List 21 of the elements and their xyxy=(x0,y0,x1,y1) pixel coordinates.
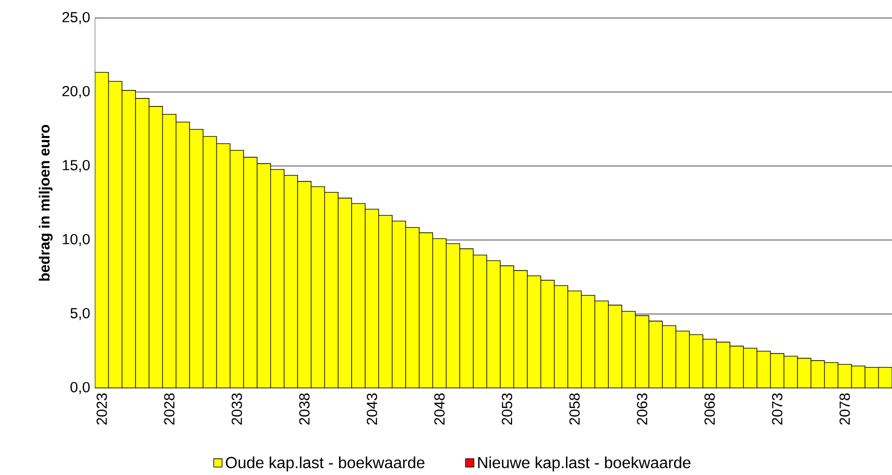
x-tick-label: 2038 xyxy=(299,393,310,425)
legend-label: Oude kap.last - boekwaarde xyxy=(226,456,424,472)
y-tick-label: 0,0 xyxy=(70,382,90,394)
x-tick-label: 2028 xyxy=(164,393,174,425)
y-tick-label: 15,0 xyxy=(62,160,90,172)
x-tick-label: 2053 xyxy=(502,393,512,425)
x-tick-label: 2058 xyxy=(569,393,580,425)
x-tick-label: 2078 xyxy=(840,393,850,425)
y-tick-label: 5,0 xyxy=(70,308,90,320)
x-tick-label: 2068 xyxy=(704,393,715,425)
x-tick-label: 2073 xyxy=(772,393,782,425)
legend-label: Nieuwe kap.last - boekwaarde xyxy=(478,456,690,472)
y-tick-label: 20,0 xyxy=(62,86,90,98)
x-tick-label: 2063 xyxy=(636,393,648,425)
x-tick-label: 2048 xyxy=(434,393,445,425)
x-tick-label: 2043 xyxy=(366,393,378,425)
y-axis-title: bedrag in miljoen euro xyxy=(38,124,53,281)
y-tick-label: 25,0 xyxy=(62,12,90,24)
y-tick-label: 10,0 xyxy=(62,234,90,246)
x-tick-label: 2023 xyxy=(96,393,107,425)
x-tick-label: 2033 xyxy=(232,393,242,425)
